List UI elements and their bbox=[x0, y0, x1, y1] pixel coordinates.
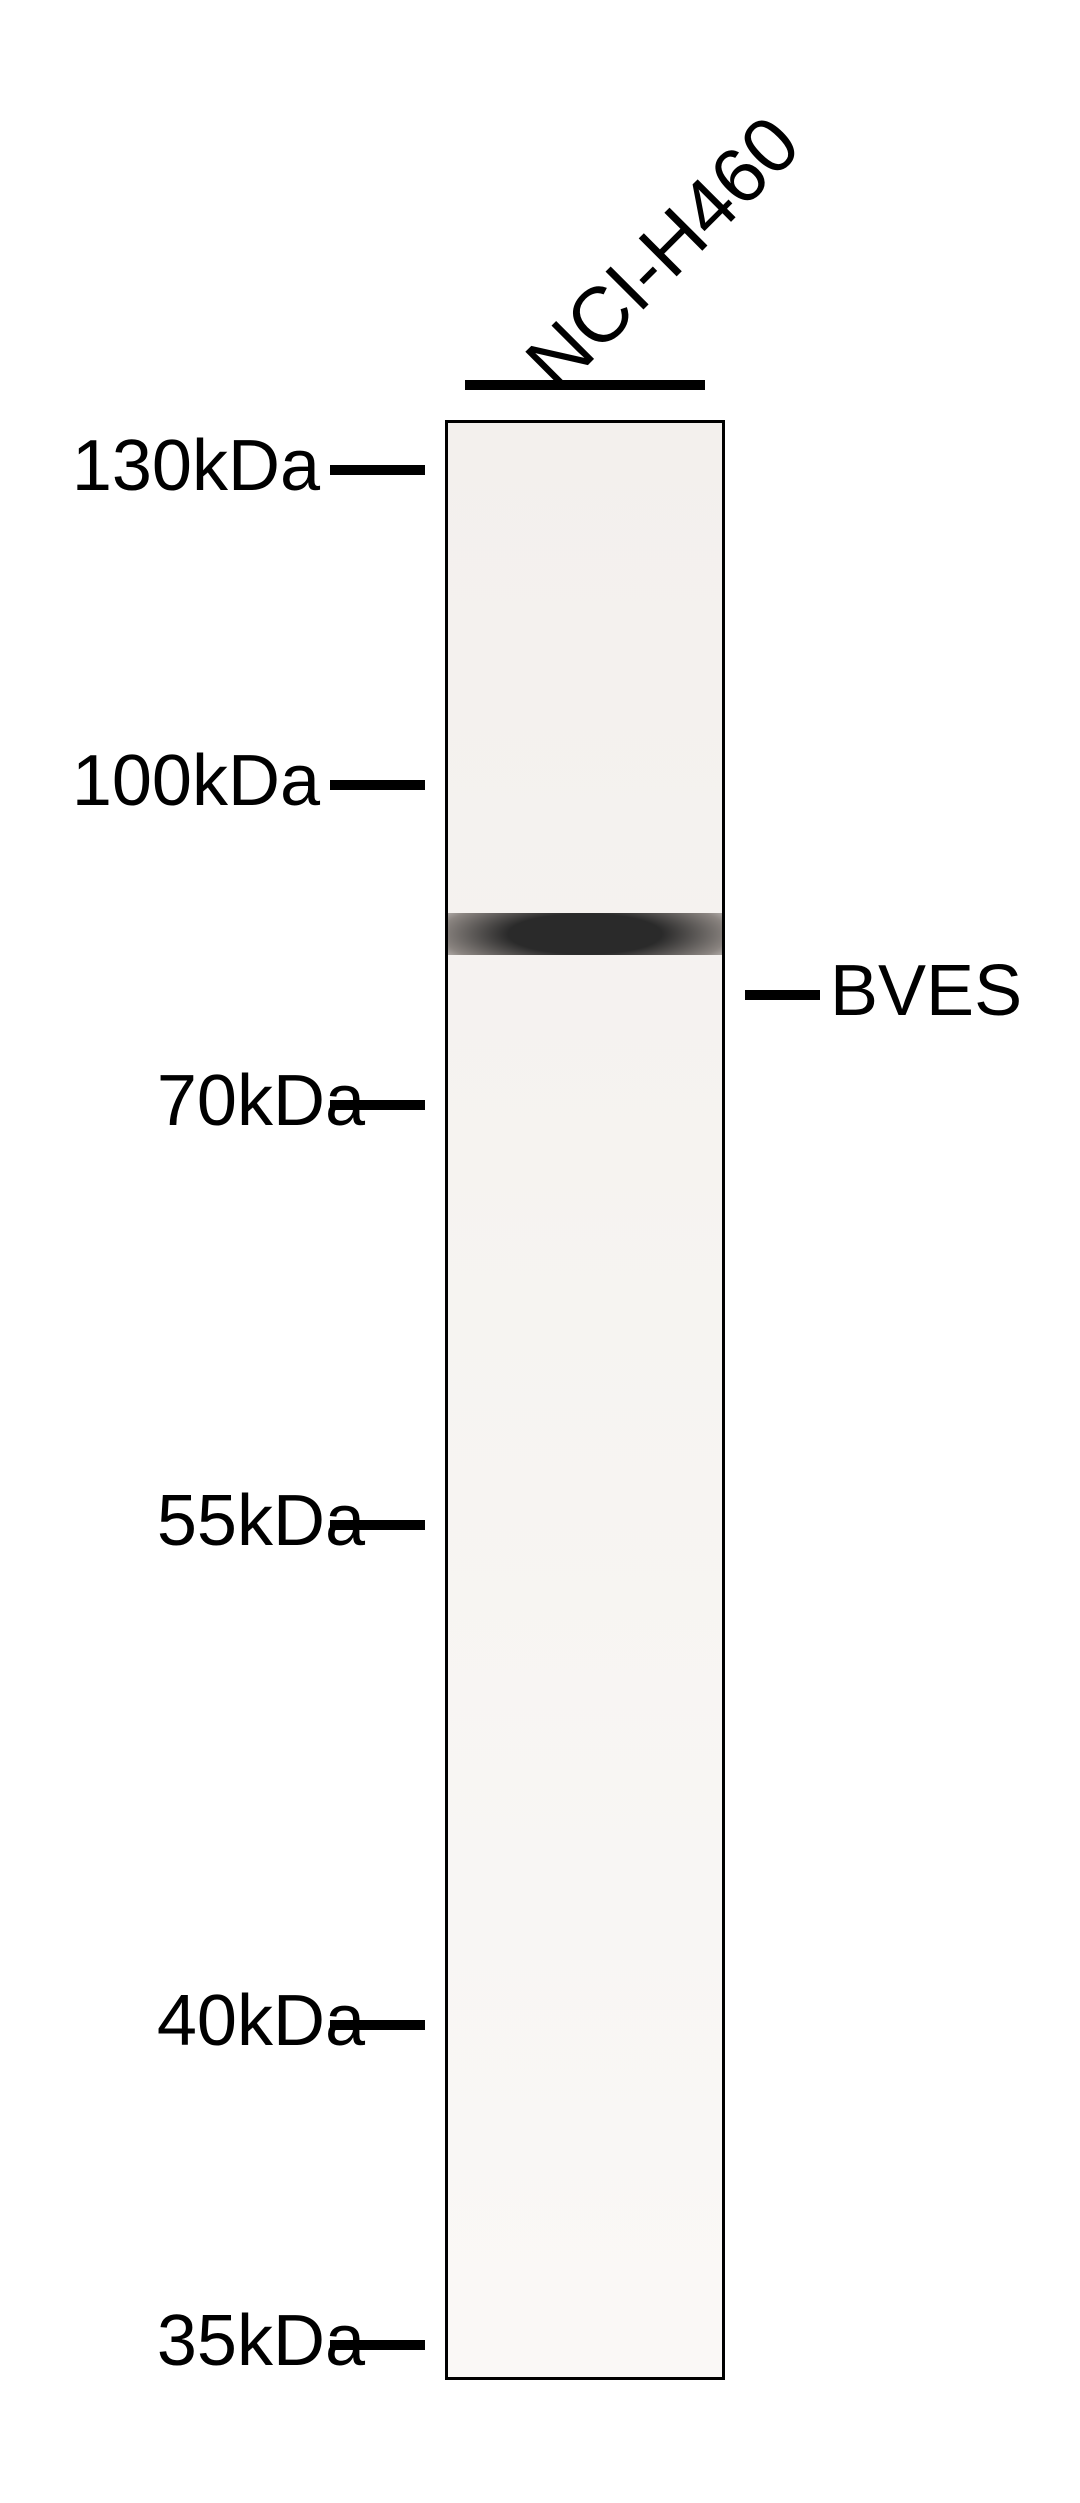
target-label: BVES bbox=[830, 950, 1022, 1032]
marker-label-4: 40kDa bbox=[75, 1980, 365, 2062]
marker-label-0: 130kDa bbox=[30, 425, 320, 507]
protein-band bbox=[448, 913, 722, 955]
marker-label-5: 35kDa bbox=[75, 2300, 365, 2382]
target-tick bbox=[745, 990, 820, 1000]
lane-label: NCI-H460 bbox=[508, 98, 818, 408]
marker-tick-2 bbox=[330, 1100, 425, 1110]
blot-lane bbox=[445, 420, 725, 2380]
lane-bar bbox=[465, 380, 705, 390]
marker-label-3: 55kDa bbox=[75, 1480, 365, 1562]
marker-tick-1 bbox=[330, 780, 425, 790]
marker-tick-3 bbox=[330, 1520, 425, 1530]
marker-tick-4 bbox=[330, 2020, 425, 2030]
blot-figure: NCI-H460 130kDa 100kDa 70kDa 55kDa 40kDa 35kD… bbox=[0, 0, 1080, 2503]
marker-label-2: 70kDa bbox=[75, 1060, 365, 1142]
marker-tick-0 bbox=[330, 465, 425, 475]
marker-tick-5 bbox=[330, 2340, 425, 2350]
marker-label-1: 100kDa bbox=[30, 740, 320, 822]
